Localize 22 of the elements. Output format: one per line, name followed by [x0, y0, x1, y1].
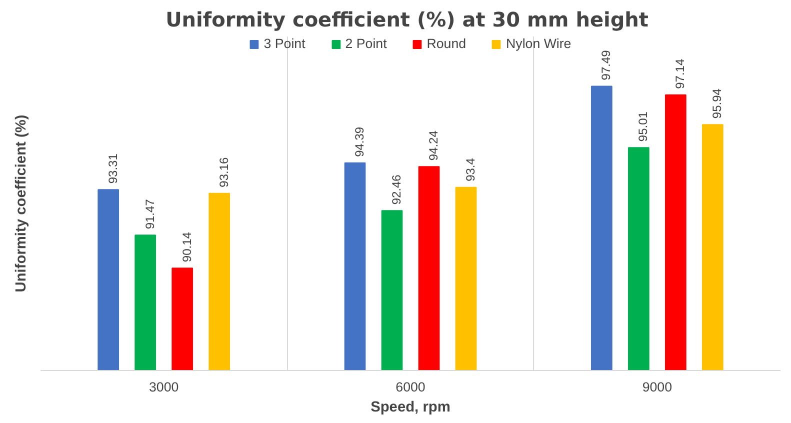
data-label: 95.94	[710, 88, 724, 119]
data-label: 93.16	[216, 157, 231, 188]
data-label: 97.49	[599, 50, 614, 80]
x-tick-label: 9000	[642, 380, 672, 394]
data-label: 92.46	[390, 174, 404, 205]
legend-label: Nylon Wire	[506, 36, 572, 51]
data-label: 97.14	[673, 58, 688, 89]
data-label: 91.47	[142, 198, 157, 230]
legend-label: 3 Point	[264, 36, 306, 51]
x-axis-title: Speed, rpm	[370, 400, 450, 416]
legend-label: Round	[426, 36, 466, 51]
legend-label: 2 Point	[345, 36, 387, 51]
y-axis-title: Uniformity coefficient (%)	[14, 114, 30, 292]
data-label: 94.39	[352, 126, 366, 157]
chart-title: Uniformity coefficient (%) at 30 mm height	[166, 8, 649, 32]
data-label: 95.01	[636, 111, 650, 142]
data-label: 93.4	[464, 158, 478, 182]
x-tick-label: 3000	[149, 380, 179, 394]
data-label: 90.14	[180, 232, 194, 262]
data-label: 93.31	[106, 153, 120, 184]
data-label: 94.24	[426, 130, 440, 161]
x-tick-label: 6000	[396, 380, 426, 394]
